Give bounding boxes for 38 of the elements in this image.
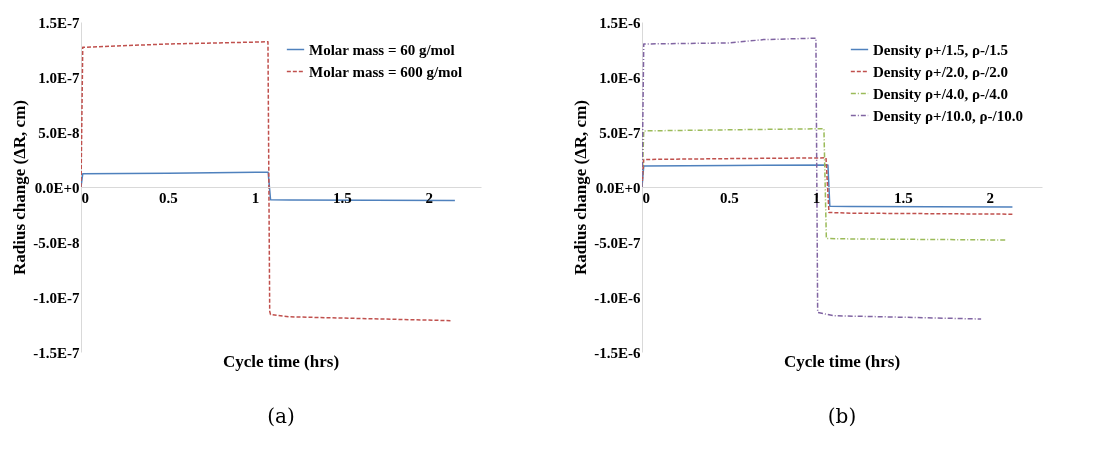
x-tick-label: 1 — [251, 189, 260, 206]
y-tick-label: 1.5E-7 — [38, 14, 80, 31]
legend-label: Density ρ+/2.0, ρ-/2.0 — [873, 63, 1009, 80]
y-tick-label: 0.0E+0 — [34, 179, 80, 196]
x-tick-label: 0.5 — [159, 189, 178, 206]
y-tick-label: -1.5E-7 — [33, 344, 80, 361]
y-tick-label: 1.0E-7 — [38, 69, 80, 86]
y-tick-label: -5.0E-7 — [594, 234, 641, 251]
line-series — [642, 164, 1014, 208]
legend-label: Molar mass = 600 g/mol — [309, 63, 463, 80]
line-series — [81, 171, 456, 202]
y-tick-label: 5.0E-7 — [599, 124, 641, 141]
x-tick-label: 2 — [986, 189, 995, 206]
line-series — [642, 157, 1014, 215]
y-tick-label: -1.0E-7 — [33, 289, 80, 306]
legend-label: Density ρ+/1.5, ρ-/1.5 — [873, 41, 1009, 58]
x-tick-label: 0 — [642, 189, 650, 206]
x-axis-title: Cycle time (hrs) — [222, 352, 340, 371]
y-tick-label: 1.5E-6 — [599, 14, 641, 31]
text: (b) — [827, 404, 857, 428]
y-tick-label: 5.0E-8 — [38, 124, 80, 141]
x-axis-title: Cycle time (hrs) — [783, 352, 901, 371]
y-tick-label: 0.0E+0 — [595, 179, 641, 196]
legend-label: Density ρ+/10.0, ρ-/10.0 — [873, 107, 1024, 124]
y-tick-label: 1.0E-6 — [599, 69, 641, 86]
x-tick-label: 1.5 — [893, 189, 913, 206]
y-axis-title: Radius change (ΔR, cm) — [571, 100, 591, 275]
y-tick-label: -1.0E-6 — [594, 289, 641, 306]
legend-label: Molar mass = 60 g/mol — [309, 41, 455, 58]
legend-label: Density ρ+/4.0, ρ-/4.0 — [873, 85, 1009, 102]
y-tick-label: -5.0E-8 — [33, 234, 80, 251]
line-series — [642, 127, 1008, 241]
x-tick-label: 0 — [81, 189, 89, 206]
text: (a) — [267, 404, 295, 428]
y-axis-title: Radius change (ΔR, cm) — [10, 100, 30, 275]
y-tick-label: -1.5E-6 — [594, 344, 641, 361]
x-tick-label: 1 — [812, 189, 821, 206]
x-tick-label: 0.5 — [720, 189, 739, 206]
